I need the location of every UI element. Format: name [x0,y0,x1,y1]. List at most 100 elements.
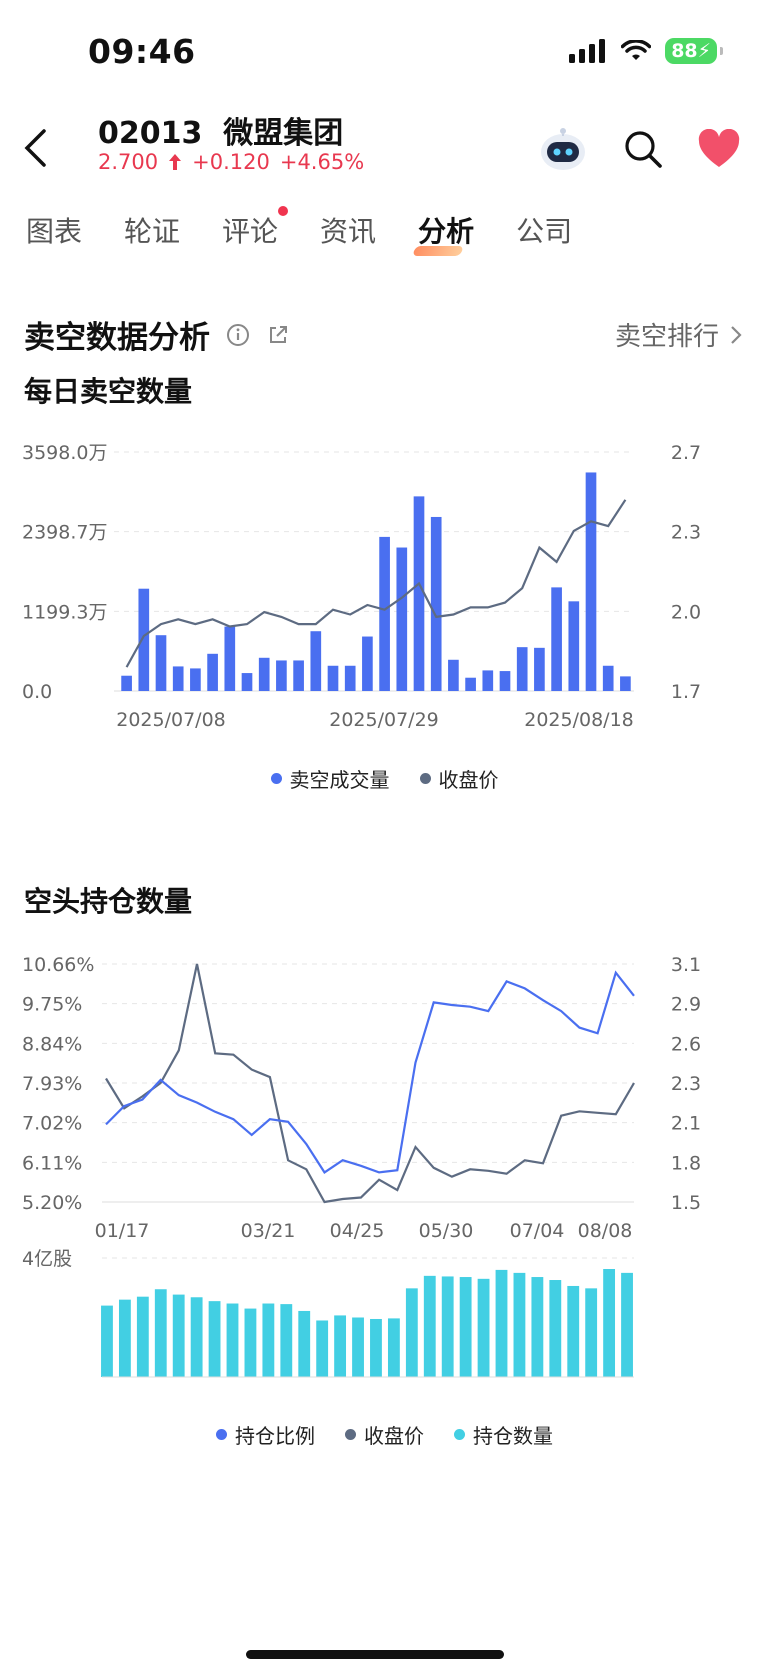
position-amount-bar [244,1308,257,1377]
position-amount-bar [118,1299,131,1377]
y-right-tick: 2.3 [671,1073,701,1095]
legend-position-ratio[interactable]: 持仓比例 [216,1420,315,1449]
info-icon[interactable] [226,323,250,347]
position-amount-bar [154,1289,167,1377]
daily-short-title: 每日卖空数量 [24,375,193,408]
tab-news[interactable]: 资讯 [320,215,377,248]
position-amount-bar [513,1272,526,1377]
legend-position-ratio-label: 持仓比例 [235,1424,315,1448]
legend-position-amount[interactable]: 持仓数量 [454,1420,553,1449]
x-tick-label: 04/25 [330,1220,385,1242]
status-time: 09:46 [88,32,196,71]
tab-analysis[interactable]: 分析 [418,210,474,250]
short-volume-bar [276,660,287,691]
short-position-chart: 10.66% 9.75% 8.84% 7.93% 7.02% 6.11% 5.20% 3.1 2… [22,954,701,1378]
share-icon[interactable] [266,323,290,347]
short-volume-bar [499,671,511,691]
short-volume-bar [585,472,597,691]
y-left-tick: 7.93% [22,1073,82,1095]
short-rank-label: 卖空排行 [614,322,719,352]
section-title-text: 卖空数据分析 [24,320,210,356]
short-volume-bar [396,547,408,691]
legend-short-volume[interactable]: 卖空成交量 [270,764,390,793]
short-volume-bar [258,657,270,691]
short-position-title: 空头持仓数量 [24,885,193,918]
y-left-tick: 5.20% [22,1192,82,1214]
position-amount-bar [549,1280,562,1377]
y-right-tick: 2.7 [671,442,701,464]
legend-short-volume-label: 卖空成交量 [289,768,390,792]
short-volume-bar [448,659,459,691]
legend-close-price-2[interactable]: 收盘价 [345,1420,424,1449]
position-amount-bar [136,1296,149,1377]
x-tick-label: 2025/07/08 [116,709,226,731]
legend-close-price-label: 收盘价 [438,768,499,792]
price-change: +0.120 [192,150,270,174]
signal-icon [569,39,606,63]
tab-bar: 图表 轮证 评论 资讯 分析 公司 [26,206,573,250]
robot-assistant-icon[interactable] [537,126,589,172]
wifi-icon [621,40,652,60]
short-volume-bar [190,668,201,691]
position-amount-bar [172,1294,185,1377]
short-volume-bar [602,665,614,691]
x-tick-label: 2025/07/29 [329,709,439,731]
position-amount-bar [370,1318,382,1377]
chevron-left-icon [24,129,46,167]
position-amount-bar [477,1278,490,1377]
battery-indicator: 88⚡ [665,38,723,64]
position-amount-bar [603,1269,616,1377]
tab-chart[interactable]: 图表 [26,215,83,248]
position-amount-bar [352,1317,364,1377]
close-price-line [125,499,627,668]
position-amount-bar [280,1304,293,1377]
short-volume-bar [207,653,218,691]
y-left-tick: 2398.7万 [22,522,107,544]
header-actions [537,126,741,172]
short-volume-bar [568,601,580,691]
search-icon[interactable] [623,129,663,169]
position-amount-bar [621,1272,633,1377]
short-volume-bar [310,631,322,691]
section-title: 卖空数据分析 [24,312,290,357]
tab-comments-label: 评论 [222,215,279,248]
back-button[interactable] [22,128,48,172]
legend-close-price[interactable]: 收盘价 [419,764,499,793]
y-right-tick: 1.7 [671,681,701,703]
notification-dot [278,206,289,216]
position-ratio-line [105,970,635,1174]
chevron-right-icon [731,325,742,344]
y-left-tick: 1199.3万 [22,601,107,623]
position-amount-bar [298,1310,311,1377]
price: 2.700 [98,150,159,174]
y-left-tick: 10.66% [22,954,94,976]
x-tick-label: 05/30 [419,1220,474,1242]
favorite-heart-icon[interactable] [697,129,741,169]
y-right-tick: 2.6 [671,1033,701,1055]
position-amount-bar [387,1318,400,1377]
x-tick-label: 2025/08/18 [524,709,634,731]
bar-axis-label: 4亿股 [22,1248,72,1270]
y-left-tick: 6.11% [22,1152,82,1174]
stock-quote: 2.700 +0.120 +4.65% [98,150,364,174]
tab-warrants[interactable]: 轮证 [124,215,181,248]
tab-company[interactable]: 公司 [516,215,573,248]
status-icons: 88⚡ [569,38,723,64]
y-right-tick: 2.0 [671,601,701,623]
y-right-tick: 3.1 [671,954,701,976]
short-volume-bar [327,665,339,691]
position-amount-bar [316,1320,329,1377]
position-amount-bar [567,1285,580,1377]
short-volume-bar [413,496,425,691]
short-rank-link[interactable]: 卖空排行 [615,316,743,353]
position-amount-bar [262,1303,275,1377]
x-tick-label: 08/08 [578,1220,633,1242]
position-amount-bar [405,1288,418,1377]
short-volume-bar [516,647,528,691]
close-price-line [105,963,635,1204]
stock-name: 微盟集团 [223,116,344,151]
y-left-tick: 9.75% [22,994,82,1016]
short-volume-bar [362,636,373,691]
legend-close-price-2-label: 收盘价 [364,1424,424,1448]
tab-comments[interactable]: 评论 [222,206,289,250]
